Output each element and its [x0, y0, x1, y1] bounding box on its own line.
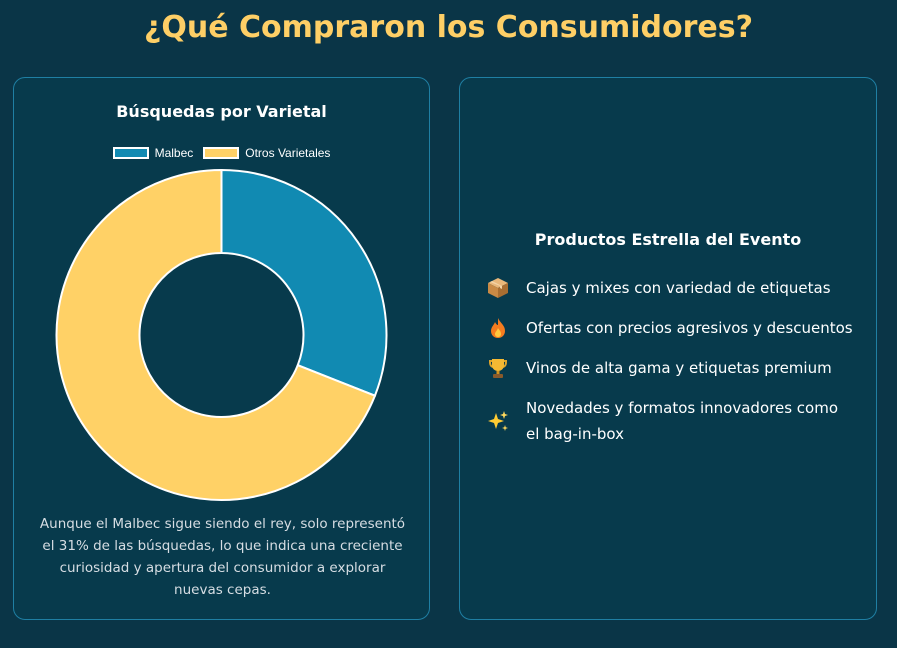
page-title: ¿Qué Compraron los Consumidores? [143, 10, 754, 45]
legend-label-otros-varietales: Otros Varietales [245, 146, 331, 160]
legend-swatch-otros-varietales [203, 147, 240, 159]
chart-title: Búsquedas por Varietal [116, 102, 327, 121]
star-products-card: Productos Estrella del Evento Cajas y mi… [459, 77, 877, 620]
slice-otros-varietales[interactable] [55, 168, 377, 501]
list-item: Vinos de alta gama y etiquetas premium [485, 355, 855, 381]
chart-legend: Malbec Otros Varietales [14, 146, 429, 160]
slice-malbec[interactable] [220, 168, 388, 398]
varietal-chart-card: Búsquedas por Varietal Malbec Otros Vari… [13, 77, 430, 620]
list-item: Cajas y mixes con variedad de etiquetas [485, 275, 855, 301]
doughnut-chart [55, 168, 388, 501]
fire-icon [485, 316, 511, 340]
legend-swatch-malbec [112, 147, 149, 159]
list-item: Ofertas con precios agresivos y descuent… [485, 315, 855, 341]
sparkles-icon [485, 409, 511, 433]
star-products-list: Cajas y mixes con variedad de etiquetas … [485, 275, 855, 461]
product-text-vinos: Vinos de alta gama y etiquetas premium [526, 359, 832, 377]
package-icon [485, 276, 511, 300]
product-text-ofertas: Ofertas con precios agresivos y descuent… [526, 319, 853, 337]
legend-item-otros-varietales[interactable]: Otros Varietales [203, 146, 330, 160]
star-products-title: Productos Estrella del Evento [534, 230, 802, 249]
trophy-icon [485, 356, 511, 380]
product-text-cajas: Cajas y mixes con variedad de etiquetas [526, 279, 831, 297]
legend-label-malbec: Malbec [154, 146, 194, 160]
legend-item-malbec[interactable]: Malbec [112, 146, 194, 160]
product-text-novedades: Novedades y formatos innovadores como el… [526, 399, 838, 443]
chart-caption: Aunque el Malbec sigue siendo el rey, so… [39, 516, 406, 598]
list-item: Novedades y formatos innovadores como el… [485, 395, 855, 447]
